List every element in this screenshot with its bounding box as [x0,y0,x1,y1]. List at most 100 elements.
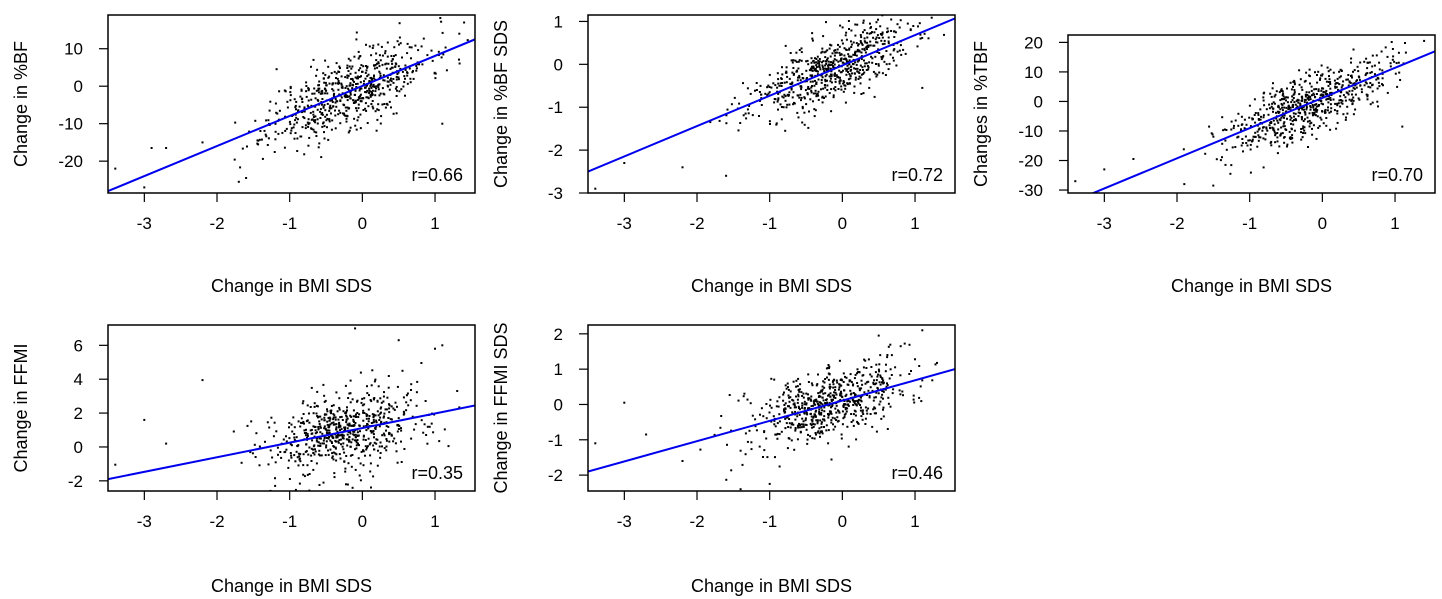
data-point [331,455,334,458]
data-point [875,430,878,433]
data-point [773,423,776,426]
data-point [328,109,331,112]
data-point [294,119,297,122]
data-point [337,426,340,429]
data-point [340,415,343,418]
data-point [378,65,381,68]
data-point [323,425,326,428]
data-point [329,448,332,451]
data-point [1280,88,1283,91]
data-point [376,108,379,111]
data-point [368,417,370,420]
data-point [331,456,334,459]
data-point [795,51,798,54]
data-point [836,381,839,384]
data-point [821,96,824,99]
data-point [396,385,399,388]
data-point [815,66,818,68]
data-point [1263,104,1266,107]
data-point [332,458,335,461]
data-point [862,69,864,71]
data-point [335,426,338,429]
data-point [902,48,905,51]
data-point [335,427,338,430]
data-point [892,59,895,62]
data-point [1265,127,1268,130]
data-point [382,79,385,82]
data-point [1348,90,1351,93]
data-point [320,454,323,457]
data-point [374,110,377,113]
data-point [347,107,350,110]
data-point [835,404,838,407]
data-point [366,122,369,124]
data-point [1329,81,1332,84]
data-point [880,39,883,42]
data-point [843,58,846,61]
data-point [1283,114,1286,117]
data-point [1369,103,1372,106]
data-point [347,74,350,77]
data-point [143,186,146,189]
data-point [828,47,831,50]
data-point [343,113,346,116]
data-point [393,46,396,49]
data-point [280,456,283,459]
data-point [866,48,868,51]
data-point [1298,69,1301,72]
data-point [888,377,891,380]
data-point [420,362,423,364]
data-point [392,440,395,443]
data-point [815,58,818,60]
data-point [882,406,885,409]
data-point [852,419,855,422]
data-point [310,118,313,121]
data-point [773,378,776,381]
data-point [316,440,319,443]
data-point [725,478,728,481]
data-point [317,146,320,149]
data-point [769,123,771,125]
data-point [372,430,375,433]
data-point [313,87,316,90]
data-point [844,395,847,397]
data-point [345,421,348,424]
data-point [785,106,788,109]
data-point [857,71,860,74]
data-point [237,180,240,183]
data-point [857,58,860,61]
data-point [1301,97,1304,100]
data-point [258,138,261,141]
data-point [903,342,906,345]
data-point [349,126,352,129]
data-point [1327,106,1329,109]
data-point [300,417,303,420]
data-point [315,135,318,137]
data-point [331,99,334,102]
data-point [801,417,804,420]
data-point [289,452,292,454]
data-point [1290,116,1293,119]
data-point [778,465,781,468]
data-point [337,80,340,82]
data-point [846,383,849,386]
data-point [295,100,298,103]
data-point [327,138,330,141]
data-point [1262,126,1265,129]
data-point [822,60,825,63]
data-point [299,135,302,138]
data-point [811,37,814,40]
data-point [1311,127,1313,130]
data-point [782,96,785,99]
data-point [307,453,310,456]
y-tick-label: 6 [74,336,83,355]
data-point [858,398,860,401]
data-point [383,447,386,450]
y-tick-label: -2 [548,141,563,160]
data-point [334,101,337,104]
data-point [377,83,380,86]
data-point [847,20,850,22]
data-point [331,452,334,455]
data-point [343,95,346,98]
data-point [274,130,277,133]
